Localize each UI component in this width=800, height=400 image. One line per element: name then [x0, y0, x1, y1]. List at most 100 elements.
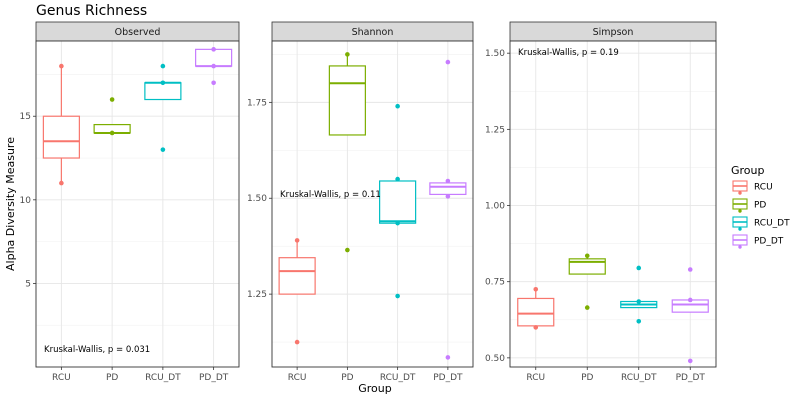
point-pd_dt	[687, 267, 693, 272]
strip-label-simpson: Simpson	[593, 27, 634, 38]
kruskal-wallis-annotation: Kruskal-Wallis, p = 0.19	[518, 48, 619, 58]
kruskal-wallis-annotation: Kruskal-Wallis, p = 0.11	[280, 190, 381, 200]
point-rcu	[533, 287, 539, 292]
legend-entry-rcu_dt: RCU_DT	[732, 216, 790, 231]
y-tick-label: 1.75	[247, 98, 267, 108]
point-rcu	[59, 63, 64, 69]
panel-shannon: Shannon 1.25 1.50 1.75 RCU PD RCU_DT PD_DT Krusk…	[247, 21, 474, 383]
y-tick-label: 1.25	[485, 125, 505, 135]
box-rcu	[517, 290, 555, 328]
point-rcu_dt	[395, 176, 400, 182]
box-body	[42, 115, 80, 159]
panel-simpson: Simpson 0.50 0.75 1.00 1.25 1.50 RCU PD RCU_DT PD…	[485, 21, 717, 383]
legend: Group RCU PD RCU_DT PD_DT	[731, 164, 790, 249]
x-tick-label: PD	[106, 373, 118, 383]
y-tick-label: 1.50	[247, 194, 267, 204]
y-tick-label: 1.25	[247, 290, 267, 300]
legend-label-rcu_dt: RCU_DT	[754, 219, 790, 229]
point-pd_dt	[211, 47, 216, 52]
box-body	[517, 297, 555, 327]
box-body	[278, 257, 316, 295]
point-rcu	[294, 339, 300, 345]
point-rcu_dt	[395, 220, 400, 226]
box-body	[379, 180, 417, 224]
panel-border	[271, 40, 474, 368]
x-tick-label: PD_DT	[676, 373, 706, 383]
point-pd_dt	[687, 297, 693, 303]
panel-border	[35, 40, 240, 368]
facet-panels: Observed 5 10 15 RCU PD RCU_DT PD_DT Kruskal-Wal…	[20, 21, 717, 383]
legend-label-pd_dt: PD_DT	[754, 237, 784, 247]
x-tick-label: PD_DT	[433, 373, 463, 383]
point-pd_dt	[445, 194, 451, 199]
chart-title: Genus Richness	[36, 3, 147, 19]
x-tick-label: RCU	[52, 373, 71, 383]
point-pd_dt	[445, 355, 451, 360]
x-tick-label: RCU	[526, 373, 545, 383]
box-pd	[568, 257, 606, 275]
x-tick-label: PD	[581, 373, 593, 383]
point-pd	[345, 52, 350, 57]
y-tick-label: 5	[25, 279, 31, 289]
strip-label-observed: Observed	[115, 27, 161, 38]
box-rcu_dt	[379, 180, 417, 224]
panel-background	[272, 41, 473, 367]
legend-title: Group	[731, 164, 765, 177]
y-tick-label: 10	[20, 196, 32, 206]
y-tick-label: 0.50	[485, 354, 505, 364]
box-body	[195, 48, 233, 67]
legend-label-rcu: RCU	[754, 183, 773, 193]
x-axis-title: Group	[358, 382, 392, 395]
x-tick-label: PD	[341, 373, 353, 383]
box-pd	[328, 54, 366, 136]
panel-border	[509, 40, 717, 368]
point-rcu	[59, 180, 64, 186]
point-pd_dt	[445, 59, 451, 65]
point-rcu_dt	[160, 80, 166, 86]
point-pd_dt	[211, 63, 216, 69]
legend-entry-pd: PD	[732, 198, 766, 213]
kruskal-wallis-annotation: Kruskal-Wallis, p = 0.031	[44, 345, 150, 355]
box-rcu_dt	[144, 81, 182, 101]
box-body	[328, 65, 366, 136]
point-rcu	[533, 325, 539, 330]
legend-key-point	[738, 191, 742, 195]
legend-label-pd: PD	[754, 201, 766, 211]
point-rcu_dt	[636, 265, 642, 271]
point-rcu_dt	[636, 318, 642, 324]
box-pd_dt	[195, 48, 233, 68]
point-rcu_dt	[395, 103, 400, 109]
point-pd	[584, 305, 590, 310]
legend-entry-rcu: RCU	[732, 180, 773, 195]
y-tick-label: 1.50	[485, 49, 505, 59]
box-body	[429, 182, 467, 196]
y-tick-label: 0.75	[485, 278, 505, 288]
legend-entry-pd_dt: PD_DT	[732, 234, 784, 249]
x-tick-label: PD_DT	[199, 373, 229, 383]
point-rcu	[294, 238, 300, 243]
box-rcu	[42, 66, 80, 184]
point-rcu_dt	[395, 293, 400, 299]
box-rcu	[278, 240, 316, 295]
point-pd_dt	[687, 358, 693, 364]
x-tick-label: RCU_DT	[380, 373, 416, 383]
point-rcu_dt	[636, 299, 642, 304]
panel-background	[36, 41, 239, 367]
panel-observed: Observed 5 10 15 RCU PD RCU_DT PD_DT Kruskal-Wal…	[20, 21, 240, 383]
point-pd	[109, 130, 115, 136]
legend-key-point	[738, 209, 742, 213]
x-tick-label: RCU_DT	[621, 373, 657, 383]
strip-label-shannon: Shannon	[352, 27, 394, 38]
box-body	[144, 82, 182, 101]
legend-key-point	[738, 227, 742, 231]
y-tick-label: 1.00	[485, 202, 505, 212]
point-pd	[584, 253, 590, 259]
x-tick-label: RCU	[288, 373, 307, 383]
x-tick-label: RCU_DT	[145, 373, 181, 383]
point-pd_dt	[445, 178, 451, 184]
point-pd	[109, 97, 115, 102]
point-rcu_dt	[160, 63, 166, 69]
y-axis-title: Alpha Diversity Measure	[4, 137, 17, 271]
point-pd_dt	[211, 80, 216, 86]
